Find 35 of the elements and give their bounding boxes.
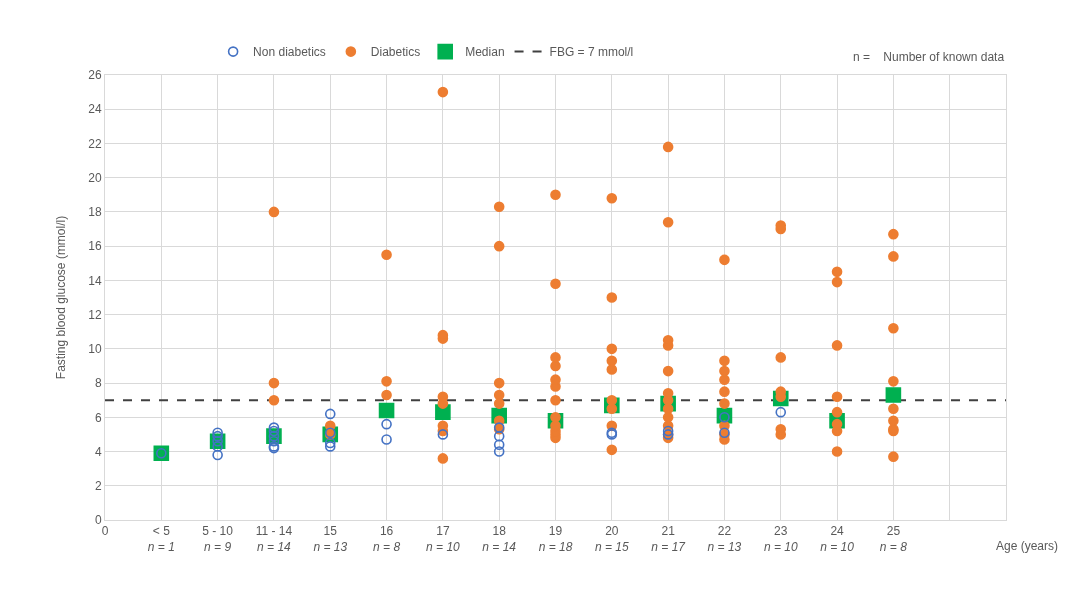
x-tick-label: 18 n = 14 — [482, 524, 517, 554]
x-tick-label: 16 n = 8 — [373, 524, 401, 554]
x-tick-label: 24 n = 10 — [820, 524, 855, 554]
x-tick-label: 15 n = 13 — [313, 524, 348, 554]
y-tick-label: 16 — [88, 239, 102, 254]
y-tick-label: 20 — [88, 170, 102, 185]
legend-label: Median — [465, 45, 505, 60]
y-tick-label: 14 — [88, 273, 102, 288]
y-tick-label: 0 — [94, 513, 102, 528]
y-tick-label: 6 — [94, 410, 102, 425]
x-tick-label: 22 n = 13 — [707, 524, 742, 554]
y-tick-label: 18 — [88, 205, 102, 220]
x-tick-label: 23 n = 10 — [763, 524, 798, 554]
legend-label: Diabetics — [370, 45, 421, 60]
y-tick-label: 2 — [94, 478, 102, 493]
x-tick-label: 11 - 14 n = 14 — [255, 524, 293, 554]
y-tick-label: 10 — [88, 342, 102, 357]
y-tick-label: 4 — [94, 444, 102, 459]
x-tick-label: 19 n = 18 — [538, 524, 573, 554]
x-tick-label: 21 n = 17 — [651, 524, 687, 554]
y-tick-label: 26 — [88, 68, 102, 83]
x-tick-label: < 5 n = 1 — [147, 524, 175, 554]
y-tick-label: 12 — [88, 307, 102, 322]
legend-label: Non diabetics — [253, 45, 326, 60]
text: n = Number of known data — [853, 50, 1005, 64]
x-tick-label: 25 n = 8 — [879, 524, 908, 554]
y-tick-label: 24 — [88, 102, 102, 117]
y-axis-title: Fasting blood glucose (mmol/l) — [53, 215, 68, 380]
x-axis-title: Age (years) — [996, 539, 1059, 553]
x-tick-label: 20 n = 15 — [594, 524, 629, 554]
x-tick-label: 5 - 10 n = 9 — [202, 524, 234, 554]
y-tick-label: 8 — [94, 376, 102, 391]
y-tick-label: 22 — [88, 136, 102, 151]
legend-label: FBG = 7 mmol/l — [549, 45, 634, 60]
x-tick-label: 17 n = 10 — [426, 524, 461, 554]
